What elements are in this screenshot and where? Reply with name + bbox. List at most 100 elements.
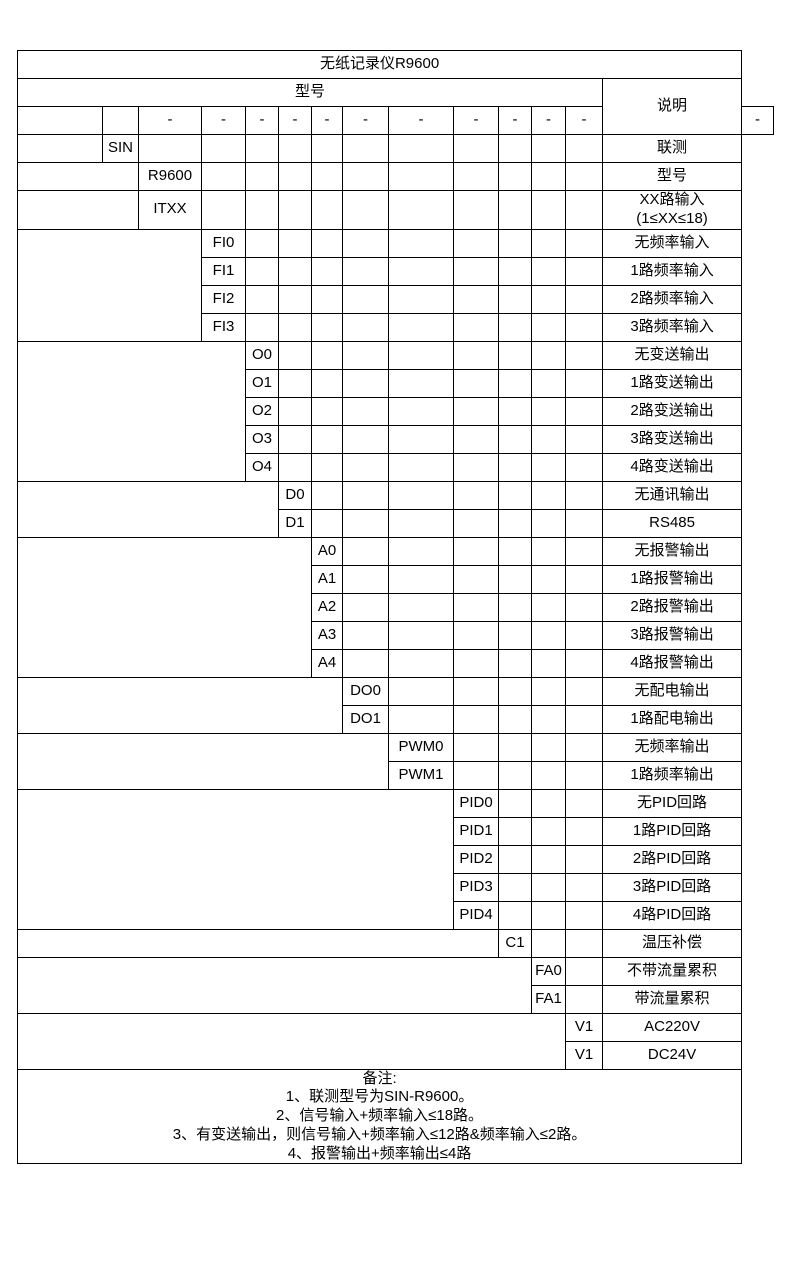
option-code-ITXX: ITXX (138, 190, 202, 230)
empty-cell (498, 648, 532, 678)
option-code-V1: V1 (565, 1012, 603, 1042)
option-desc: 无频率输入 (601, 228, 743, 258)
empty-cell (388, 592, 454, 622)
empty-cell (278, 452, 312, 482)
empty-cell (498, 536, 532, 566)
empty-cell (565, 312, 603, 342)
empty-cell (278, 190, 312, 230)
option-code-A1: A1 (311, 564, 343, 594)
empty-cell (498, 340, 532, 370)
spec-row: 流量累积 FA0 不带流量累积 (17, 956, 774, 1014)
empty-cell (565, 620, 603, 650)
empty-cell (565, 592, 603, 622)
empty-cell (498, 312, 532, 342)
empty-cell (531, 928, 566, 958)
empty-cell (453, 368, 499, 398)
note-line-1: 1、联测型号为SIN-R9600。 (285, 1088, 474, 1106)
empty-cell (278, 424, 312, 454)
group-label-PID: PID (17, 788, 454, 930)
empty-cell (342, 564, 389, 594)
option-code-FI3: FI3 (201, 312, 246, 342)
row-code-R9600: R9600 (138, 162, 202, 191)
empty-cell (388, 162, 454, 191)
empty-cell (311, 396, 343, 426)
model-header-row: 型号 说明 (17, 78, 774, 135)
empty-cell (453, 162, 499, 191)
empty-cell (311, 452, 343, 482)
option-desc: 4路PID回路 (601, 900, 743, 930)
option-code-O2: O2 (245, 396, 279, 426)
option-code-FI0: FI0 (201, 228, 246, 258)
empty-cell (388, 228, 454, 258)
empty-cell (498, 872, 532, 902)
empty-cell (201, 162, 246, 191)
empty-cell (342, 424, 389, 454)
empty-cell (311, 228, 343, 258)
empty-cell (453, 676, 499, 706)
option-code-PID3: PID3 (453, 872, 499, 902)
empty-cell (498, 788, 532, 818)
empty-cell (388, 676, 454, 706)
empty-cell (278, 162, 312, 191)
empty-cell (498, 190, 532, 230)
empty-cell (531, 368, 566, 398)
empty-cell (565, 162, 603, 191)
spec-row: FI2 2路频率输入 (18, 284, 774, 314)
spec-row: A4 4路报警输出 (18, 648, 774, 678)
empty-cell (531, 844, 566, 874)
spec-row: 公司名称 SIN 联测 (17, 134, 774, 163)
spec-row: PID3 3路PID回路 (18, 872, 774, 902)
empty-cell (498, 162, 532, 191)
empty-cell (388, 536, 454, 566)
empty-cell (311, 312, 343, 342)
option-desc: 无配电输出 (601, 676, 743, 706)
option-code-A4: A4 (311, 648, 343, 678)
empty-cell (498, 228, 532, 258)
empty-cell (565, 816, 603, 846)
group-label-输入通道: 输入通道 (17, 190, 139, 230)
empty-cell (453, 396, 499, 426)
empty-cell (531, 480, 566, 510)
empty-cell (388, 452, 454, 482)
spec-row: 变送输出 O0 无变送输出 (17, 340, 774, 482)
spec-row: PID PID0 无PID回路 (17, 788, 774, 930)
empty-cell (531, 816, 566, 846)
empty-cell (388, 190, 454, 230)
empty-cell (498, 452, 532, 482)
empty-cell (531, 134, 566, 163)
spec-row: O1 1路变送输出 (18, 368, 774, 398)
spec-row: 型号 R9600 型号 (17, 162, 774, 191)
empty-cell (388, 564, 454, 594)
option-desc: 无变送输出 (601, 340, 743, 370)
option-desc: 1路变送输出 (601, 368, 743, 398)
group-label-通讯输出类型: 通讯输出类型 (17, 480, 279, 538)
model-header: 型号 (17, 78, 603, 107)
option-desc: 不带流量累积 (601, 956, 743, 986)
empty-cell (498, 508, 532, 538)
empty-cell (245, 312, 279, 342)
empty-cell (342, 368, 389, 398)
empty-cell (498, 620, 532, 650)
empty-cell (565, 536, 603, 566)
empty-cell (245, 190, 279, 230)
empty-cell (311, 508, 343, 538)
empty-cell (498, 732, 532, 762)
empty-cell (531, 312, 566, 342)
empty-cell (138, 134, 202, 163)
empty-cell (311, 162, 343, 191)
spec-row: 频率输出 PWM0 无频率输出 (17, 732, 774, 790)
dash-cell-1: - (138, 106, 202, 135)
empty-cell (565, 368, 603, 398)
empty-cell (388, 340, 454, 370)
option-code-PID1: PID1 (453, 816, 499, 846)
option-code-FI1: FI1 (201, 256, 246, 286)
option-desc: 3路变送输出 (601, 424, 743, 454)
empty-cell (388, 648, 454, 678)
empty-cell (245, 134, 279, 163)
option-desc: 1路频率输入 (601, 256, 743, 286)
note-line-2: 2、信号输入+频率输入≤18路。 (276, 1107, 484, 1124)
empty-cell (453, 536, 499, 566)
option-code-DO0: DO0 (342, 676, 389, 706)
empty-cell (531, 284, 566, 314)
group-label-供电电源: 供电电源 (17, 1012, 566, 1070)
